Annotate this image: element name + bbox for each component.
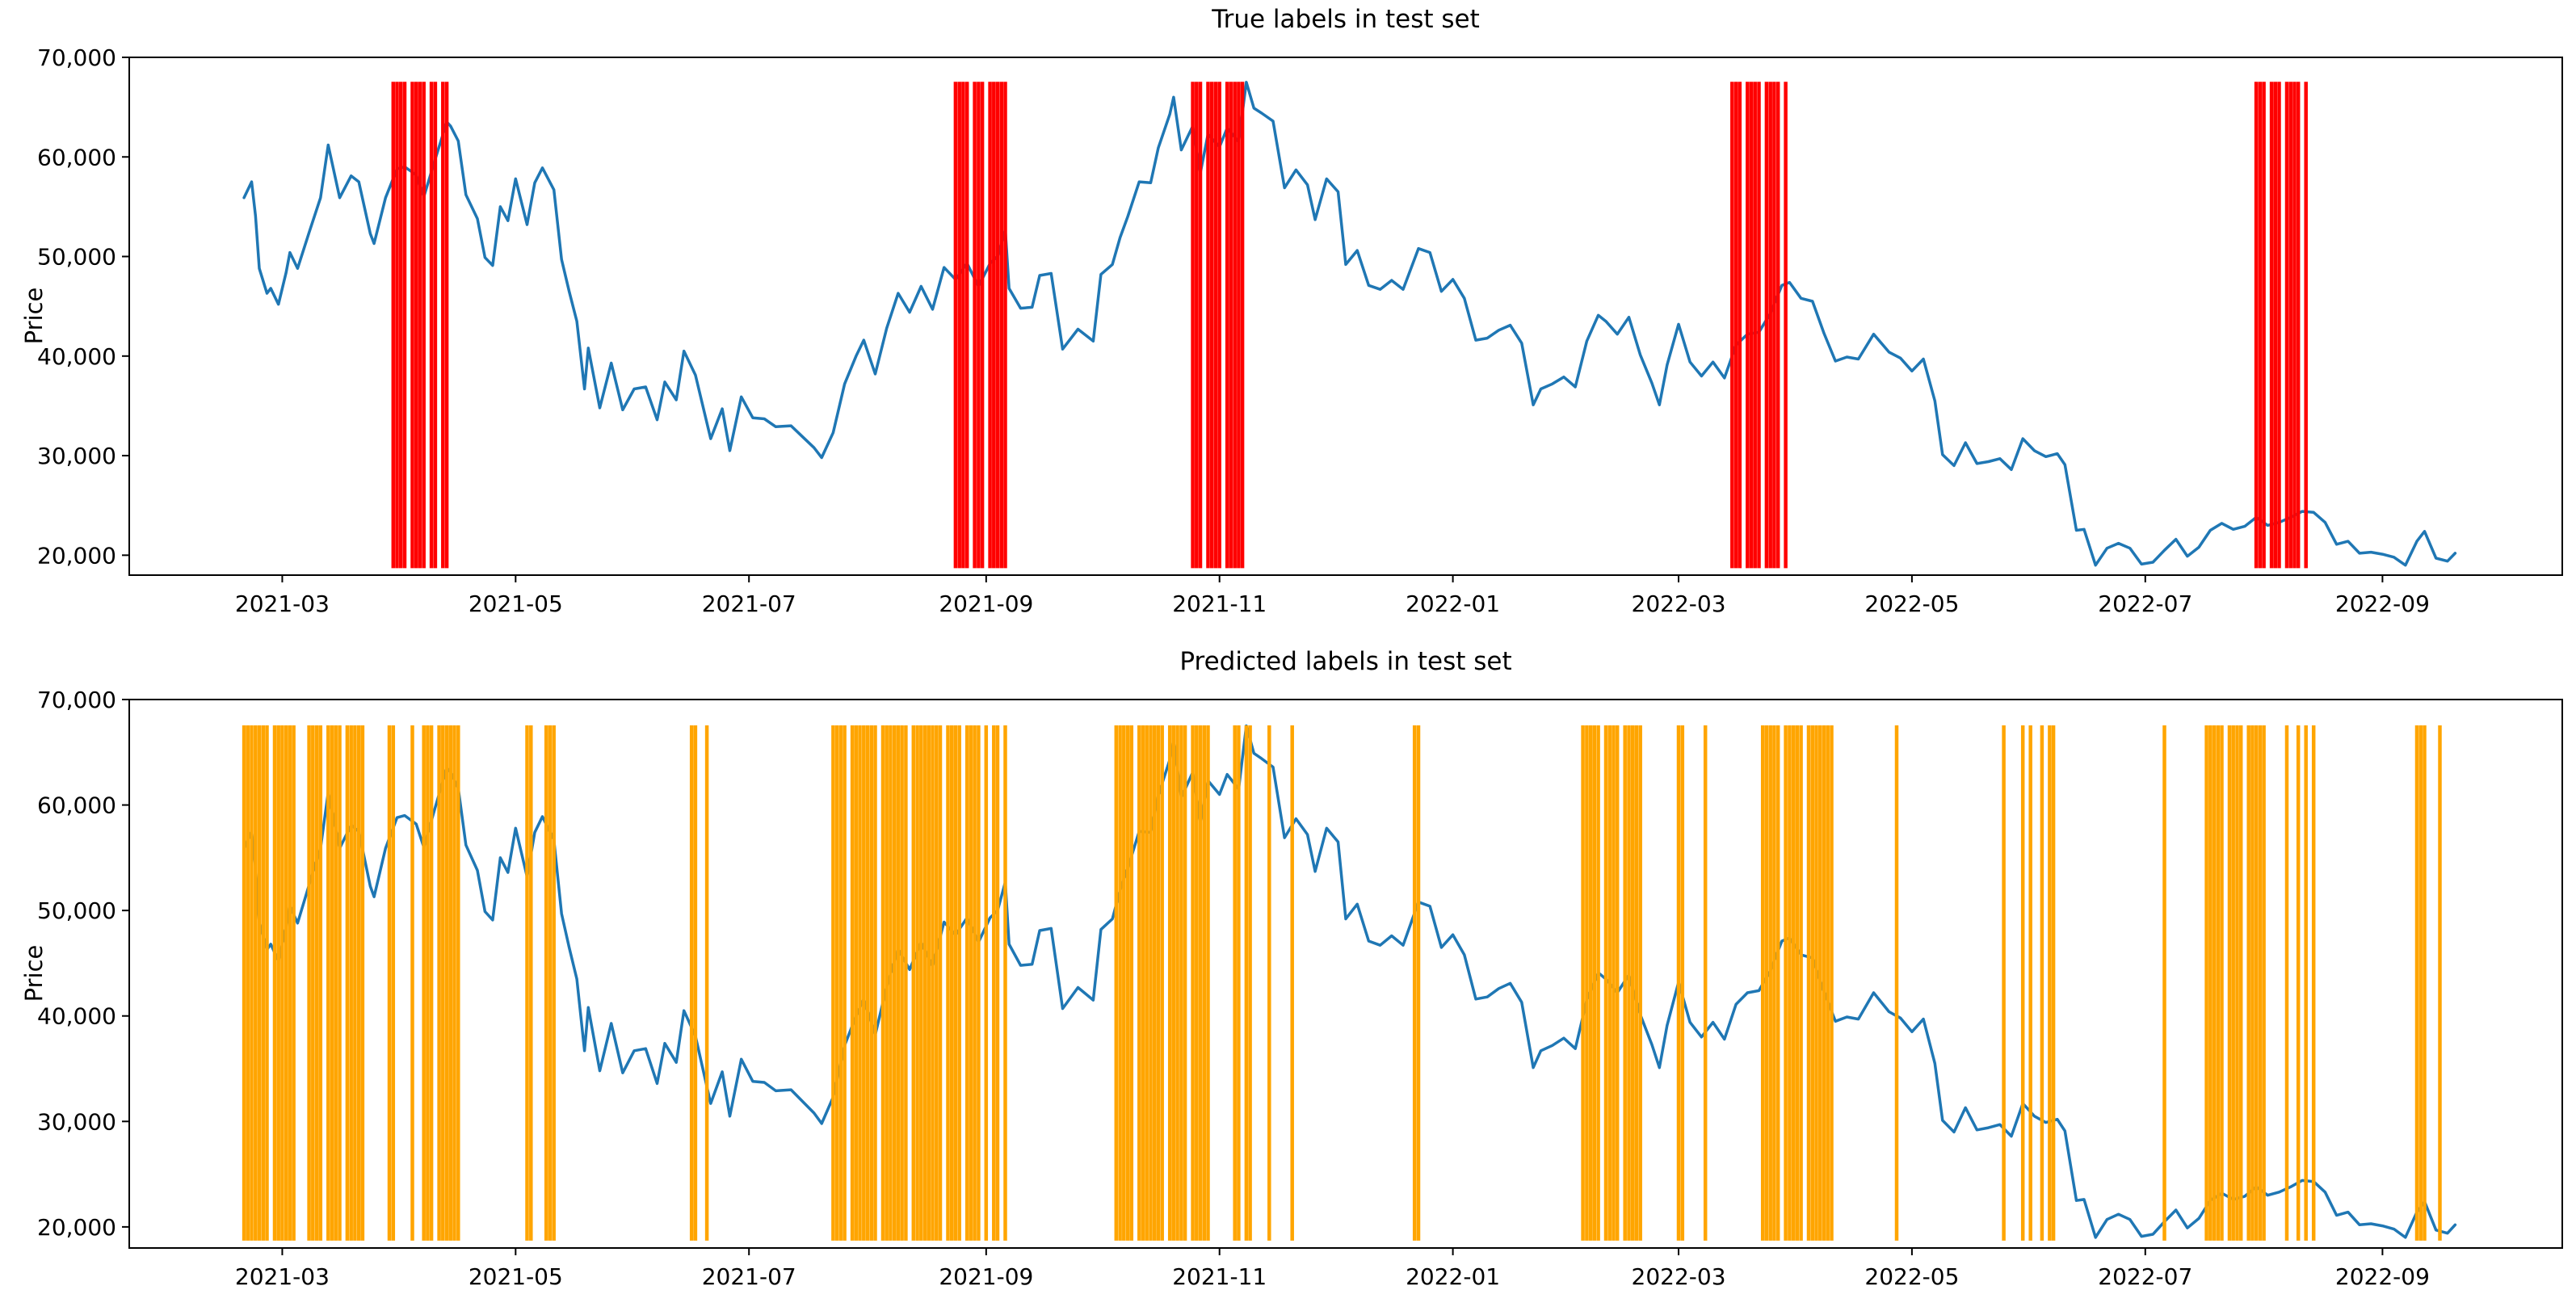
ytick-label: 60,000 — [37, 144, 116, 170]
xtick-label: 2022-03 — [1632, 1263, 1726, 1287]
y-axis-label-true: Price — [20, 287, 48, 345]
xtick-label: 2022-03 — [1632, 590, 1726, 617]
axes-box-predicted — [128, 699, 2563, 1249]
xtick-label: 2021-05 — [469, 590, 563, 617]
xtick-label: 2022-01 — [1406, 1263, 1500, 1287]
ytick-label: 20,000 — [37, 542, 116, 569]
chart-predicted: 20,000 30,000 40,000 50,000 60,000 70,000 2021… — [37, 687, 2563, 1290]
predicted-label-days — [242, 725, 2442, 1241]
ytick-label: 60,000 — [37, 792, 116, 819]
xtick-label: 2021-11 — [1172, 1263, 1267, 1287]
xtick-label: 2021-05 — [469, 1263, 563, 1287]
ytick-label: 70,000 — [37, 687, 116, 713]
ytick-label: 70,000 — [37, 44, 116, 71]
y-axis-label-predicted: Price — [20, 944, 48, 1002]
xtick-label: 2021-03 — [235, 590, 330, 617]
xtick-label: 2021-09 — [939, 1263, 1033, 1287]
ytick-label: 50,000 — [37, 244, 116, 271]
axes-box-true — [128, 57, 2563, 576]
xtick-label: 2022-05 — [1864, 1263, 1959, 1287]
xtick-label: 2021-11 — [1172, 590, 1267, 617]
ytick-label: 30,000 — [37, 1108, 116, 1135]
ytick-label: 40,000 — [37, 343, 116, 370]
price-line-true — [242, 81, 2457, 567]
ytick-label: 40,000 — [37, 1003, 116, 1030]
xtick-label: 2022-07 — [2098, 590, 2192, 617]
chart-true: 20,000 30,000 40,000 50,000 60,000 70,000 2021… — [37, 44, 2563, 617]
xtick-label: 2021-07 — [702, 1263, 796, 1287]
xtick-label: 2022-07 — [2098, 1263, 2192, 1287]
xtick-label: 2021-03 — [235, 1263, 330, 1287]
chart-predicted-title: Predicted labels in test set — [1179, 647, 1512, 676]
xtick-label: 2021-09 — [939, 590, 1033, 617]
xtick-label: 2022-01 — [1406, 590, 1500, 617]
xtick-label: 2022-09 — [2335, 1263, 2430, 1287]
price-line-predicted — [242, 724, 2457, 1239]
ytick-label: 30,000 — [37, 443, 116, 469]
ytick-label: 20,000 — [37, 1214, 116, 1241]
xtick-label: 2022-09 — [2335, 590, 2430, 617]
chart-true-title: True labels in test set — [1212, 5, 1480, 34]
true-label-days — [391, 82, 2308, 569]
ytick-label: 50,000 — [37, 897, 116, 924]
xtick-label: 2022-05 — [1864, 590, 1959, 617]
xtick-label: 2021-07 — [702, 590, 796, 617]
